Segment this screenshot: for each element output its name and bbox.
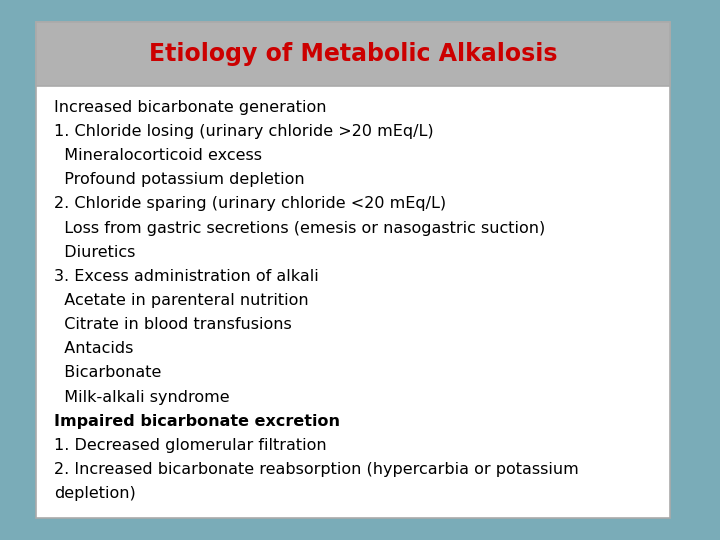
Text: 1. Decreased glomerular filtration: 1. Decreased glomerular filtration [54, 438, 327, 453]
FancyBboxPatch shape [36, 22, 670, 518]
Text: Impaired bicarbonate excretion: Impaired bicarbonate excretion [54, 414, 340, 429]
Text: Loss from gastric secretions (emesis or nasogastric suction): Loss from gastric secretions (emesis or … [54, 221, 545, 235]
Text: depletion): depletion) [54, 486, 136, 501]
Text: Mineralocorticoid excess: Mineralocorticoid excess [54, 148, 262, 163]
Text: Bicarbonate: Bicarbonate [54, 366, 161, 381]
Text: 2. Chloride sparing (urinary chloride <20 mEq/L): 2. Chloride sparing (urinary chloride <2… [54, 197, 446, 212]
Text: Acetate in parenteral nutrition: Acetate in parenteral nutrition [54, 293, 309, 308]
Text: Antacids: Antacids [54, 341, 133, 356]
FancyBboxPatch shape [36, 22, 670, 86]
Text: Citrate in blood transfusions: Citrate in blood transfusions [54, 317, 292, 332]
Text: Increased bicarbonate generation: Increased bicarbonate generation [54, 100, 326, 115]
Text: Milk-alkali syndrome: Milk-alkali syndrome [54, 389, 230, 404]
Text: Diuretics: Diuretics [54, 245, 135, 260]
Text: 2. Increased bicarbonate reabsorption (hypercarbia or potassium: 2. Increased bicarbonate reabsorption (h… [54, 462, 579, 477]
Text: 3. Excess administration of alkali: 3. Excess administration of alkali [54, 269, 319, 284]
Text: Etiology of Metabolic Alkalosis: Etiology of Metabolic Alkalosis [148, 42, 557, 66]
Text: 1. Chloride losing (urinary chloride >20 mEq/L): 1. Chloride losing (urinary chloride >20… [54, 124, 433, 139]
Text: Profound potassium depletion: Profound potassium depletion [54, 172, 305, 187]
